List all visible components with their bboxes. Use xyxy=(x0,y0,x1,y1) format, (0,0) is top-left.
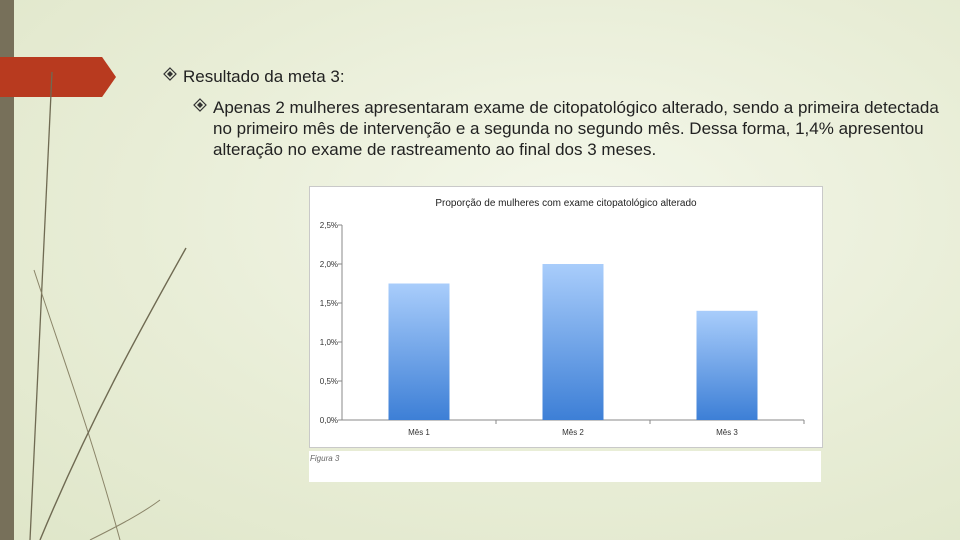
x-tick-label: Mês 2 xyxy=(562,428,584,437)
bar-3 xyxy=(696,310,758,420)
y-tick-label: 2,0% xyxy=(320,260,338,269)
bar-chart: Proporção de mulheres com exame citopato… xyxy=(320,198,805,437)
x-tick-label: Mês 1 xyxy=(408,428,430,437)
bullet-level2: Apenas 2 mulheres apresentaram exame de … xyxy=(193,97,958,160)
decorative-lines xyxy=(29,71,187,540)
y-tick-label: 0,0% xyxy=(320,416,338,425)
y-tick-label: 0,5% xyxy=(320,377,338,386)
bar-2 xyxy=(542,264,604,420)
bullet-level1: Resultado da meta 3: xyxy=(163,66,345,87)
diamond-bullet-icon xyxy=(193,98,207,112)
x-tick-label: Mês 3 xyxy=(716,428,738,437)
chart-container: Proporção de mulheres com exame citopato… xyxy=(309,186,823,448)
y-tick-label: 2,5% xyxy=(320,221,338,230)
result-description: Apenas 2 mulheres apresentaram exame de … xyxy=(213,98,939,159)
y-tick-label: 1,5% xyxy=(320,299,338,308)
y-tick-label: 1,0% xyxy=(320,338,338,347)
bar-1 xyxy=(388,283,450,420)
figure-caption: Figura 3 xyxy=(310,454,340,463)
caption-container: Figura 3 xyxy=(309,451,821,482)
meta-title: Resultado da meta 3: xyxy=(183,67,345,86)
title-accent-tab xyxy=(0,57,116,97)
left-decorative-bar xyxy=(0,0,14,540)
chart-title: Proporção de mulheres com exame citopato… xyxy=(435,198,697,209)
diamond-bullet-icon xyxy=(163,67,177,81)
